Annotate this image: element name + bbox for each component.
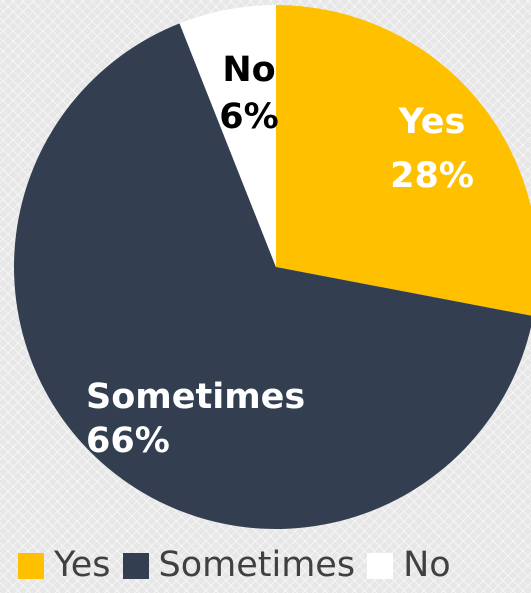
slice-label-sometimes: Sometimes 66% bbox=[86, 377, 305, 461]
legend-label-no: No bbox=[403, 545, 451, 585]
pie-slices bbox=[14, 5, 531, 529]
pie-slice-no bbox=[179, 5, 276, 267]
slice-percent-sometimes: 66% bbox=[86, 421, 170, 461]
legend-swatch-no bbox=[367, 552, 394, 579]
slice-category-yes: Yes bbox=[398, 102, 466, 142]
legend-swatch-yes bbox=[18, 552, 44, 579]
slice-label-no: No 6% bbox=[219, 50, 278, 137]
legend: Yes Sometimes No bbox=[0, 538, 531, 593]
legend-label-sometimes: Sometimes bbox=[158, 545, 356, 585]
legend-item-no: No bbox=[367, 548, 451, 583]
legend-item-sometimes: Sometimes bbox=[122, 545, 356, 585]
legend-item-yes: Yes bbox=[18, 548, 111, 583]
slice-percent-yes: 28% bbox=[390, 156, 474, 196]
slice-category-no: No bbox=[222, 50, 275, 90]
slice-labels: Yes 28% Sometimes 66% No 6% bbox=[86, 50, 474, 461]
legend-swatch-sometimes bbox=[122, 552, 149, 579]
pie-slice-sometimes bbox=[14, 23, 531, 529]
slice-label-yes: Yes 28% bbox=[390, 102, 474, 196]
pie-plot-area: Yes 28% Sometimes 66% No 6% bbox=[14, 5, 531, 529]
slice-category-sometimes: Sometimes bbox=[86, 377, 305, 417]
slice-percent-no: 6% bbox=[219, 97, 278, 137]
pie-slice-yes bbox=[276, 5, 531, 316]
legend-label-yes: Yes bbox=[54, 545, 111, 585]
